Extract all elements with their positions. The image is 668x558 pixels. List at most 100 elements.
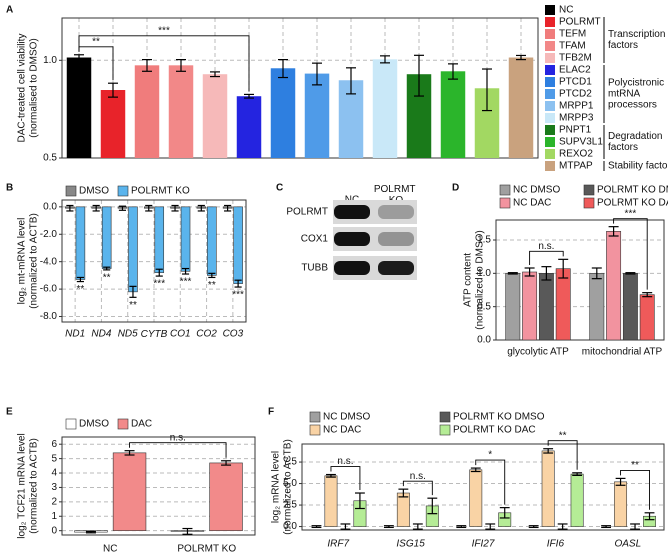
panel-label: B	[6, 183, 13, 194]
significance-bracket	[475, 459, 506, 505]
legend-label: NC	[559, 5, 573, 16]
legend-swatch	[545, 65, 555, 75]
y-axis-label: (normalised to DMSO)	[29, 38, 40, 137]
y-tick-label: 0.5	[43, 153, 57, 164]
y-tick-label: 4	[51, 468, 57, 479]
bar	[207, 206, 217, 276]
blot-band	[378, 205, 414, 219]
significance-label: **	[631, 460, 639, 471]
legend-swatch	[545, 89, 555, 99]
x-tick-label: CO1	[170, 329, 191, 340]
y-axis-label: (normalized to ACTB)	[29, 438, 40, 534]
legend-label: POLRMT	[559, 17, 601, 28]
legend-swatch	[545, 161, 555, 171]
significance-bracket	[613, 218, 648, 290]
blot-band	[378, 261, 414, 275]
legend-swatch	[545, 29, 555, 39]
y-axis-label: log₂ mt-mRNA level	[17, 218, 28, 305]
significance-bracket	[547, 440, 578, 470]
legend-label: PNPT1	[559, 125, 592, 136]
legend-label: REXO2	[559, 149, 593, 160]
y-tick-label: 1.0	[43, 55, 57, 66]
bar	[236, 96, 262, 158]
bar	[622, 273, 638, 341]
legend-label: NC DAC	[513, 198, 551, 209]
legend-swatch	[545, 53, 555, 63]
legend-swatch	[545, 137, 555, 147]
y-axis-label: (normalized to ACTB)	[29, 213, 40, 309]
plot-frame	[61, 17, 539, 159]
bar	[209, 462, 243, 531]
y-tick-label: 3	[51, 482, 57, 493]
bar	[154, 206, 165, 273]
legend-label: MRPP1	[559, 101, 594, 112]
legend-swatch	[545, 17, 555, 27]
x-tick-label: mitochondrial ATP	[582, 347, 663, 358]
legend-swatch	[545, 41, 555, 51]
legend-swatch	[545, 77, 555, 87]
blot-band	[334, 232, 370, 246]
legend-label: NC DAC	[323, 425, 361, 436]
x-tick-label: OASL	[614, 539, 641, 550]
bar	[522, 271, 538, 341]
legend-label: DMSO	[79, 186, 109, 197]
legend-label: DAC	[131, 419, 152, 430]
significance-bracket	[330, 466, 361, 491]
x-tick-label: IFI27	[472, 539, 495, 550]
y-axis-label: (normalized to DMSO)	[475, 230, 486, 329]
panel-label: D	[452, 183, 459, 194]
legend-swatch	[583, 184, 595, 196]
significance-label: **	[559, 430, 567, 441]
bar	[570, 473, 584, 527]
legend-label: POLRMT KO DMSO	[597, 185, 668, 196]
plot-frame	[61, 199, 247, 323]
bar	[134, 65, 160, 158]
bar	[112, 452, 147, 531]
legend-swatch	[545, 113, 555, 123]
legend-swatch	[65, 418, 77, 430]
y-tick-label: 5	[51, 453, 57, 464]
bar	[614, 481, 628, 527]
y-axis-label: log₂ mRNA level	[271, 451, 282, 523]
legend-group-label: Degradation	[608, 131, 662, 142]
x-tick-label: ND1	[65, 329, 85, 340]
bar	[508, 57, 534, 158]
legend-label: MTPAP	[559, 161, 593, 172]
legend-label: PTCD2	[559, 89, 592, 100]
blot-band	[334, 205, 370, 219]
legend-swatch	[545, 5, 555, 15]
y-tick-label: 2.5	[283, 500, 297, 511]
legend-swatch	[499, 197, 511, 209]
bar	[538, 273, 554, 341]
y-axis-label: (normalized to ACTB)	[283, 439, 294, 535]
bar	[180, 206, 191, 272]
y-tick-label: -6.0	[40, 284, 58, 295]
blot-band	[334, 261, 370, 275]
y-tick-label: 0.0	[283, 521, 297, 532]
y-tick-label: 0.5	[477, 301, 491, 312]
significance-label: **	[129, 300, 137, 311]
legend-group-label: processors	[608, 100, 657, 111]
panel-label: E	[6, 407, 13, 418]
significance-bracket	[529, 250, 564, 265]
x-tick-label: ND5	[118, 329, 138, 340]
y-tick-label: -8.0	[40, 311, 58, 322]
legend-group-label: Transcription	[608, 29, 665, 40]
significance-bracket	[620, 469, 650, 510]
significance-label: ***	[232, 290, 244, 301]
bar	[128, 206, 138, 293]
y-tick-label: 7.5	[283, 457, 297, 468]
bar	[202, 74, 228, 158]
significance-label: ***	[158, 25, 170, 36]
bar	[505, 273, 521, 341]
row-label: POLRMT	[286, 207, 328, 218]
legend-label: POLRMT KO DAC	[597, 198, 668, 209]
x-tick-label: NC	[103, 544, 117, 555]
legend-swatch	[117, 418, 129, 430]
x-tick-label: glycolytic ATP	[507, 347, 569, 358]
bar	[304, 73, 330, 158]
legend-label: POLRMT KO	[131, 186, 190, 197]
bar	[75, 206, 86, 280]
